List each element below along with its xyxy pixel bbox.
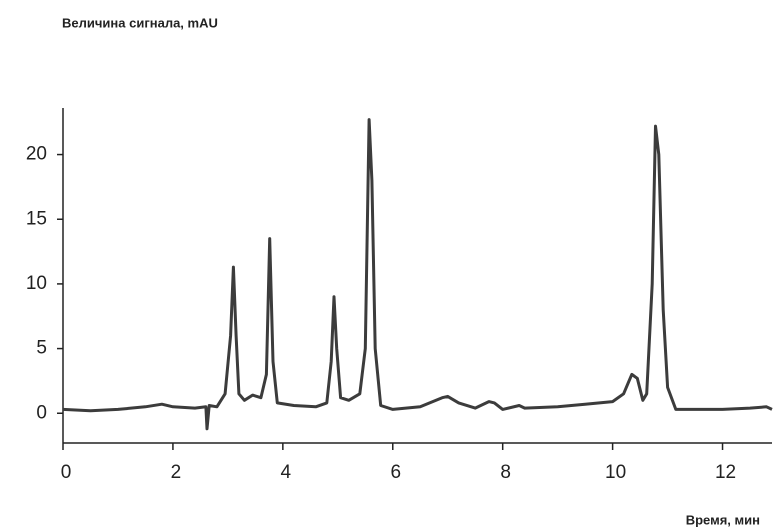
- x-tick-label: 10: [605, 462, 626, 483]
- y-tick-label: 5: [36, 338, 47, 359]
- y-tick-label: 15: [26, 208, 47, 229]
- x-tick-label: 0: [61, 462, 72, 483]
- y-axis-label: Величина сигнала, mAU: [62, 15, 218, 30]
- x-tick-label: 4: [281, 462, 292, 483]
- y-tick-label: 10: [26, 273, 47, 294]
- x-tick-label: 8: [500, 462, 511, 483]
- x-tick-label: 6: [390, 462, 401, 483]
- x-tick-label: 2: [171, 462, 182, 483]
- x-tick-label: 12: [715, 462, 736, 483]
- y-tick-label: 0: [36, 402, 47, 423]
- signal-line: [62, 118, 773, 431]
- y-tick-label: 20: [26, 144, 47, 165]
- x-axis-label: Время, мин: [686, 512, 760, 527]
